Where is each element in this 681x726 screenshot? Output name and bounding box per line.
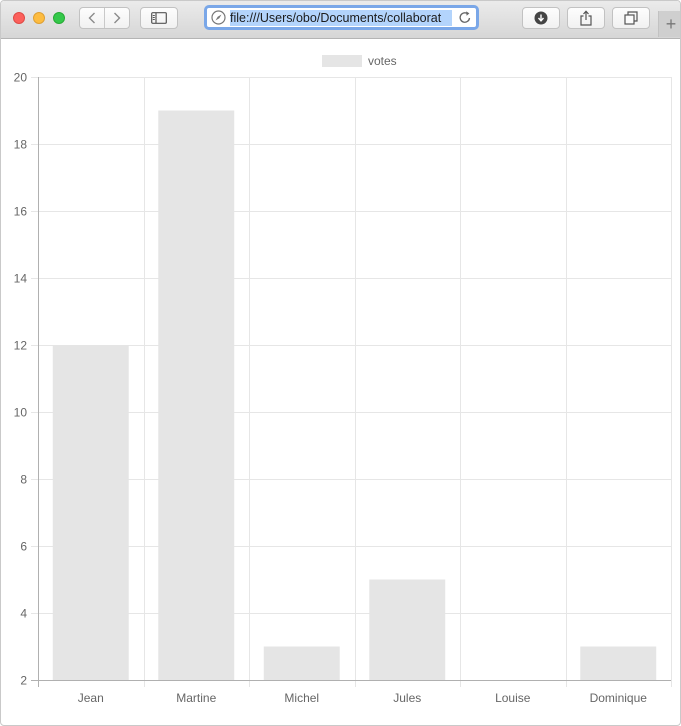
sidebar-button[interactable] (140, 7, 178, 29)
x-tick-label: Jean (78, 691, 104, 705)
tabs-icon (624, 11, 638, 25)
legend-swatch[interactable] (322, 55, 362, 67)
legend-label[interactable]: votes (368, 54, 397, 68)
compass-icon (211, 10, 226, 25)
minimize-window-button[interactable] (33, 12, 45, 24)
new-tab-button[interactable]: + (658, 11, 680, 37)
chevron-left-icon (88, 12, 95, 24)
y-tick-label: 20 (14, 71, 28, 85)
close-window-button[interactable] (13, 12, 25, 24)
address-bar[interactable]: file:///Users/obo/Documents/collaborat (204, 5, 479, 30)
browser-toolbar: file:///Users/obo/Documents/collaborat + (1, 1, 680, 39)
share-button[interactable] (567, 7, 605, 29)
chart-grid (31, 77, 672, 687)
y-tick-label: 14 (14, 272, 28, 286)
url-text[interactable]: file:///Users/obo/Documents/collaborat (230, 10, 452, 26)
bar-dominique[interactable] (580, 646, 657, 681)
y-tick-label: 4 (20, 607, 27, 621)
chevron-right-icon (114, 12, 121, 24)
download-icon (534, 11, 548, 25)
y-axis-ticks: 2 4 6 8 10 12 14 16 18 20 (14, 71, 28, 688)
forward-button[interactable] (104, 8, 129, 28)
y-tick-label: 16 (14, 205, 28, 219)
bar-jean[interactable] (52, 345, 129, 680)
y-tick-label: 8 (20, 473, 27, 487)
bar-martine[interactable] (158, 110, 235, 681)
zoom-window-button[interactable] (53, 12, 65, 24)
bar-chart: 2 4 6 8 10 12 14 16 18 20 Jean Martine Michel Jules L… (14, 54, 672, 705)
back-button[interactable] (80, 8, 104, 28)
bar-michel[interactable] (263, 646, 340, 681)
y-tick-label: 12 (14, 339, 28, 353)
chart-axes (31, 77, 671, 687)
chart-legend[interactable]: votes (322, 54, 397, 68)
chart-bars (52, 110, 657, 681)
share-icon (580, 10, 592, 26)
y-tick-label: 6 (20, 540, 27, 554)
x-tick-label: Michel (284, 691, 319, 705)
nav-button-group (79, 7, 130, 29)
x-tick-label: Louise (495, 691, 531, 705)
plus-icon: + (665, 13, 677, 34)
y-tick-label: 18 (14, 138, 28, 152)
x-tick-label: Jules (393, 691, 421, 705)
y-tick-label: 10 (14, 406, 28, 420)
sidebar-icon (151, 12, 167, 24)
show-tabs-button[interactable] (612, 7, 650, 29)
bar-jules[interactable] (369, 579, 446, 681)
x-axis-ticks: Jean Martine Michel Jules Louise Dominique (78, 691, 648, 705)
reload-icon[interactable] (458, 10, 472, 25)
x-tick-label: Dominique (590, 691, 648, 705)
download-button[interactable] (522, 7, 560, 29)
page-content: 2 4 6 8 10 12 14 16 18 20 Jean Martine Michel Jules L… (1, 39, 680, 725)
x-tick-label: Martine (176, 691, 216, 705)
y-tick-label: 2 (20, 674, 27, 688)
